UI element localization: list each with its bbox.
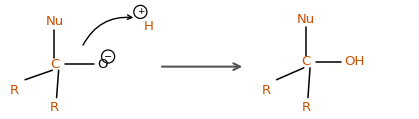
Text: C: C	[301, 55, 310, 68]
Text: Nu: Nu	[45, 15, 64, 28]
Text: H: H	[144, 20, 154, 33]
Text: OH: OH	[344, 55, 364, 68]
Text: R: R	[50, 101, 59, 114]
Text: +: +	[137, 7, 144, 16]
Text: O: O	[97, 58, 108, 71]
Text: Nu: Nu	[297, 12, 315, 26]
Text: R: R	[301, 101, 310, 114]
Text: R: R	[10, 84, 19, 97]
Text: −: −	[104, 52, 112, 62]
Text: R: R	[261, 84, 271, 97]
FancyArrowPatch shape	[83, 15, 132, 45]
Text: C: C	[50, 58, 59, 71]
